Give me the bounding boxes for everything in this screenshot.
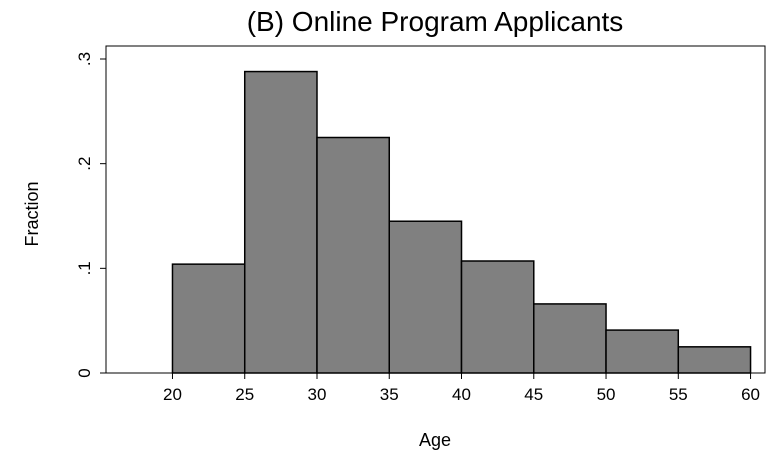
histogram-bar xyxy=(677,346,752,374)
histogram-bar xyxy=(460,260,535,374)
x-tick-label: 35 xyxy=(380,385,399,404)
x-tick-label: 20 xyxy=(163,385,182,404)
x-tick-label: 60 xyxy=(741,385,760,404)
y-axis-label: Fraction xyxy=(22,181,42,246)
x-tick-label: 45 xyxy=(524,385,543,404)
histogram-bar xyxy=(243,70,318,374)
x-tick-label: 40 xyxy=(452,385,471,404)
x-tick-label: 50 xyxy=(597,385,616,404)
y-tick-label: .1 xyxy=(75,261,94,275)
chart-title: (B) Online Program Applicants xyxy=(247,6,624,37)
x-tick-label: 55 xyxy=(669,385,688,404)
histogram-bar xyxy=(605,329,680,374)
histogram-bar xyxy=(316,136,391,374)
histogram-bar xyxy=(388,220,463,374)
plot-frame xyxy=(105,45,766,374)
histogram-bar xyxy=(533,303,607,374)
x-tick-label: 25 xyxy=(235,385,254,404)
histogram-bar xyxy=(171,263,246,374)
x-tick-label: 30 xyxy=(308,385,327,404)
y-tick-label: .3 xyxy=(75,52,94,66)
y-tick-label: .2 xyxy=(75,157,94,171)
x-axis-label: Age xyxy=(419,430,451,450)
y-tick-label: 0 xyxy=(75,368,94,377)
